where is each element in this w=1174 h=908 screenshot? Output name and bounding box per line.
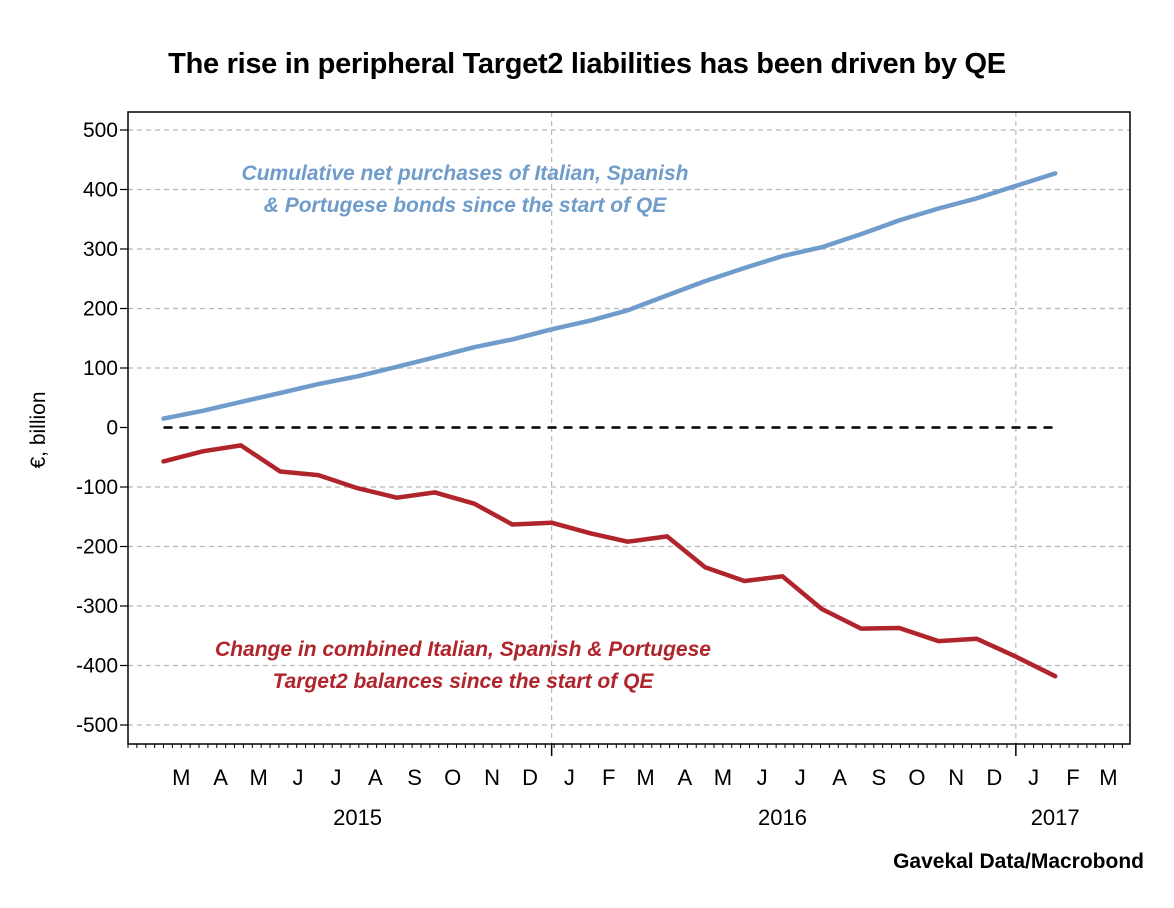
- y-tick-label: 500: [83, 119, 118, 142]
- x-month-label: J: [1028, 765, 1039, 790]
- y-tick-label: -100: [76, 476, 118, 499]
- x-month-label: M: [636, 765, 654, 790]
- x-month-label: J: [795, 765, 806, 790]
- y-tick-label: 300: [83, 238, 118, 261]
- x-month-label: A: [677, 765, 692, 790]
- y-tick-label: 100: [83, 357, 118, 380]
- y-tick-label: -500: [76, 714, 118, 737]
- x-month-label: J: [757, 765, 768, 790]
- series-layer: [161, 171, 1058, 679]
- x-month-label: D: [522, 765, 538, 790]
- x-month-label: D: [986, 765, 1002, 790]
- x-month-label: A: [368, 765, 383, 790]
- x-month-label: O: [908, 765, 925, 790]
- y-tick-label: 200: [83, 298, 118, 321]
- y-tick-label: -300: [76, 595, 118, 618]
- x-month-label: S: [872, 765, 887, 790]
- y-tick-label: 0: [106, 417, 118, 440]
- x-month-label: F: [1066, 765, 1079, 790]
- gridlines: [128, 112, 1130, 744]
- x-month-label: S: [407, 765, 422, 790]
- y-tick-label: -400: [76, 655, 118, 678]
- series-line-bond-purchases: [161, 171, 1058, 421]
- x-month-label: M: [249, 765, 267, 790]
- annotation-target2-balances: Target2 balances since the start of QE: [273, 670, 655, 693]
- x-month-label: A: [213, 765, 228, 790]
- x-month-label: J: [331, 765, 342, 790]
- x-month-label: M: [172, 765, 190, 790]
- y-axis: 500 400 300 200 100 0 -100 -200 -300 -400 -500: [76, 119, 128, 737]
- x-month-label: N: [484, 765, 500, 790]
- y-tick-label: -200: [76, 536, 118, 559]
- series-line-target2-balances: [161, 443, 1058, 679]
- x-month-label: F: [602, 765, 615, 790]
- x-year-label: 2015: [333, 805, 382, 830]
- x-month-label: M: [1099, 765, 1117, 790]
- y-axis-label: €, billion: [27, 391, 50, 468]
- x-month-label: N: [948, 765, 964, 790]
- annotation-bond-purchases: Cumulative net purchases of Italian, Spa…: [242, 162, 689, 185]
- x-month-label: M: [714, 765, 732, 790]
- x-year-label: 2016: [758, 805, 807, 830]
- x-year-label: 2017: [1031, 805, 1080, 830]
- x-month-label: J: [564, 765, 575, 790]
- annotation-bond-purchases: & Portugese bonds since the start of QE: [264, 194, 668, 217]
- x-month-label: J: [292, 765, 303, 790]
- source-note: Gavekal Data/Macrobond: [893, 850, 1144, 873]
- annotations: Cumulative net purchases of Italian, Spa…: [215, 162, 711, 693]
- x-month-label: O: [444, 765, 461, 790]
- annotation-target2-balances: Change in combined Italian, Spanish & Po…: [215, 638, 711, 661]
- y-tick-label: 400: [83, 179, 118, 202]
- chart-title: The rise in peripheral Target2 liabiliti…: [168, 48, 1006, 80]
- x-month-label: A: [832, 765, 847, 790]
